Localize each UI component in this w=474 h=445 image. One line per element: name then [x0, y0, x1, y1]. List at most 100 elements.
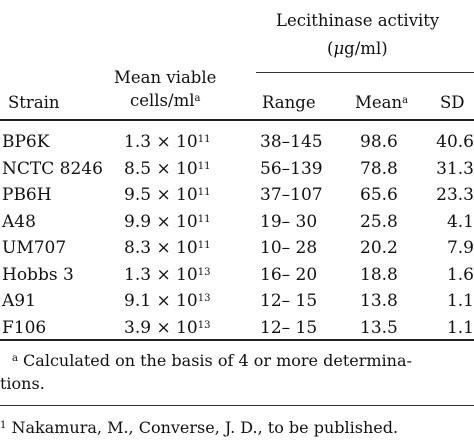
table-row: Hobbs 3 1.3 × 1013 16– 20 18.8 1.6 — [0, 262, 474, 288]
strain-cell: NCTC 8246 — [2, 158, 103, 179]
sd-cell: 1.1 — [446, 317, 474, 338]
page-footnote-rule — [0, 405, 474, 406]
page-footnote: 1 Nakamura, M., Converse, J. D., to be p… — [0, 417, 398, 439]
mean-cell: 98.6 — [360, 132, 398, 152]
viable-header-text2: cells/ml — [130, 91, 195, 110]
sd-cell: 1.6 — [446, 264, 474, 285]
viable-cells-cell: 8.5 × 1011 — [124, 156, 210, 182]
times-sign: × — [156, 238, 171, 258]
activity-spanner-rule — [256, 72, 474, 73]
viable-mantissa: 9.1 — [124, 291, 152, 311]
range-cell: 19– 30 — [260, 211, 318, 232]
range-header-text: Range — [262, 93, 316, 112]
table-footnote-line1: a Calculated on the basis of 4 or more d… — [12, 350, 412, 372]
table-footnote-text1: Calculated on the basis of 4 or more det… — [17, 351, 412, 370]
mean-header: Meana — [355, 93, 408, 113]
table-row: F106 3.9 × 1013 12– 15 13.5 1.1 — [0, 315, 474, 341]
viable-mantissa: 3.9 — [124, 317, 152, 338]
range-cell: 10– 28 — [260, 238, 318, 258]
strain-cell: A91 — [2, 291, 36, 311]
strain-cell: BP6K — [2, 132, 50, 152]
table-row: BP6K 1.3 × 1011 38–145 98.6 40.6 — [0, 129, 474, 155]
page-footnote-text: Nakamura, M., Converse, J. D., to be pub… — [6, 418, 399, 437]
table-footnote-text2: tions. — [0, 374, 45, 393]
unit-rest: g/ml) — [344, 39, 388, 58]
viable-cells-cell: 1.3 × 1013 — [124, 262, 210, 288]
page-footnote-mark: 1 — [0, 420, 7, 431]
sd-cell: 4.1 — [446, 211, 474, 232]
viable-base: 10 — [176, 264, 198, 285]
viable-exponent: 13 — [197, 319, 211, 331]
viable-mantissa: 9.9 — [124, 211, 152, 232]
viable-cells-cell: 9.5 × 1011 — [124, 182, 210, 208]
viable-header-line1: Mean viable — [114, 68, 216, 88]
viable-exponent: 13 — [197, 293, 211, 304]
sd-cell: 23.3 — [436, 185, 474, 205]
range-cell: 12– 15 — [260, 291, 318, 311]
viable-base: 10 — [176, 132, 198, 152]
viable-exponent: 13 — [197, 266, 211, 278]
mean-footnote-mark: a — [402, 95, 409, 106]
viable-cells-cell: 3.9 × 1013 — [124, 315, 210, 341]
unit-open-paren: ( — [327, 39, 334, 58]
sd-cell: 1.1 — [446, 291, 474, 311]
viable-mantissa: 1.3 — [124, 132, 152, 152]
activity-header: Lecithinase activity — [276, 11, 439, 31]
viable-header-text1: Mean viable — [114, 68, 217, 87]
sd-header: SD — [440, 93, 465, 113]
times-sign: × — [156, 211, 171, 232]
strain-cell: PB6H — [2, 185, 52, 205]
mean-cell: 20.2 — [360, 238, 398, 258]
strain-header: Strain — [8, 93, 60, 113]
range-cell: 38–145 — [260, 132, 323, 152]
times-sign: × — [156, 291, 171, 311]
table-row: A48 9.9 × 1011 19– 30 25.8 4.1 — [0, 209, 474, 235]
viable-cells-cell: 1.3 × 1011 — [124, 129, 210, 155]
header-bottom-rule — [0, 119, 474, 121]
viable-cells-cell: 9.1 × 1013 — [124, 288, 210, 314]
table-row: NCTC 8246 8.5 × 1011 56–139 78.8 31.3 — [0, 156, 474, 182]
times-sign: × — [156, 132, 171, 152]
unit-mu: μ — [333, 39, 345, 58]
activity-header-line1: Lecithinase activity — [276, 11, 440, 30]
activity-unit-header: (μg/ml) — [327, 39, 388, 59]
range-cell: 16– 20 — [260, 264, 318, 285]
viable-base: 10 — [176, 238, 198, 258]
table-row: UM707 8.3 × 1011 10– 28 20.2 7.9 — [0, 235, 474, 261]
viable-mantissa: 9.5 — [124, 185, 152, 205]
viable-base: 10 — [176, 211, 198, 232]
sd-header-text: SD — [440, 93, 465, 112]
viable-exponent: 11 — [197, 240, 211, 251]
viable-base: 10 — [176, 158, 198, 179]
viable-cells-cell: 9.9 × 1011 — [124, 209, 210, 235]
viable-base: 10 — [176, 317, 198, 338]
viable-mantissa: 8.5 — [124, 158, 152, 179]
viable-base: 10 — [176, 291, 198, 311]
table-row: A91 9.1 × 1013 12– 15 13.8 1.1 — [0, 288, 474, 314]
times-sign: × — [156, 317, 171, 338]
viable-footnote-mark: a — [194, 93, 201, 104]
strain-cell: UM707 — [2, 238, 67, 258]
viable-exponent: 11 — [197, 213, 211, 225]
range-cell: 37–107 — [260, 185, 323, 205]
range-cell: 56–139 — [260, 158, 323, 179]
times-sign: × — [156, 264, 171, 285]
times-sign: × — [156, 185, 171, 205]
mean-header-text: Mean — [355, 93, 403, 112]
mean-cell: 25.8 — [360, 211, 398, 232]
mean-cell: 78.8 — [360, 158, 398, 179]
viable-mantissa: 8.3 — [124, 238, 152, 258]
viable-exponent: 11 — [197, 134, 211, 145]
viable-header-line2: cells/mla — [130, 91, 200, 111]
strain-cell: F106 — [2, 317, 47, 338]
table-footnote-mark: a — [12, 353, 18, 364]
range-cell: 12– 15 — [260, 317, 318, 338]
viable-exponent: 11 — [197, 187, 211, 198]
mean-cell: 13.5 — [360, 317, 398, 338]
times-sign: × — [156, 158, 171, 179]
viable-exponent: 11 — [197, 160, 211, 172]
strain-cell: A48 — [2, 211, 36, 232]
sd-cell: 31.3 — [436, 158, 474, 179]
table-bottom-rule — [0, 339, 474, 341]
mean-cell: 65.6 — [360, 185, 398, 205]
